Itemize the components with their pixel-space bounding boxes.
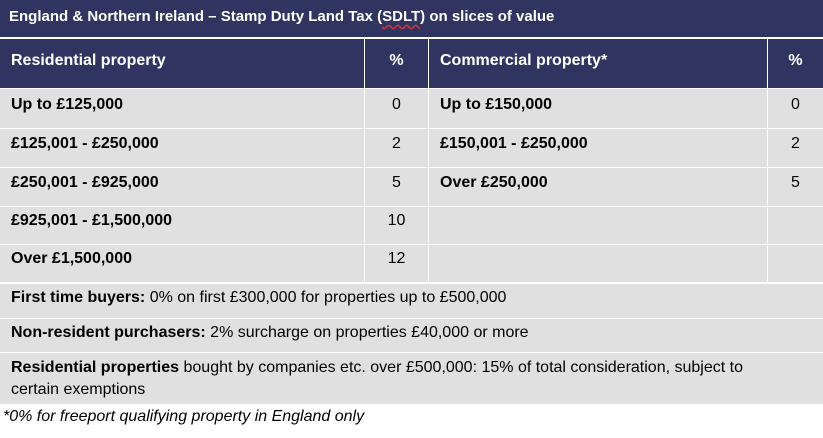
residential-band: £925,001 - £1,500,000 [0, 207, 364, 244]
note-label: Residential properties [11, 359, 180, 376]
title-suffix: ) on slices of value [420, 8, 555, 25]
residential-band: £250,001 - £925,000 [0, 168, 364, 206]
header-commercial: Commercial property* [429, 39, 767, 88]
header-residential: Residential property [0, 39, 364, 88]
empty-cell [429, 207, 767, 244]
table-title: England & Northern Ireland – Stamp Duty … [0, 0, 823, 38]
empty-cell [768, 245, 823, 282]
residential-rate: 2 [365, 129, 428, 167]
residential-rate: 5 [365, 168, 428, 206]
commercial-rate: 0 [768, 89, 823, 128]
note-text: bought by companies etc. over £500,000: … [11, 359, 743, 398]
header-residential-pct: % [365, 39, 428, 88]
title-abbrev: SDLT [382, 8, 421, 25]
residential-rate: 12 [365, 245, 428, 282]
commercial-band: Up to £150,000 [429, 89, 767, 128]
title-prefix: England & Northern Ireland – Stamp Duty … [9, 8, 383, 25]
commercial-rate: 5 [768, 168, 823, 206]
commercial-band: £150,001 - £250,000 [429, 129, 767, 167]
commercial-rate: 2 [768, 129, 823, 167]
note-label: Non-resident purchasers: [11, 324, 206, 341]
residential-band: Up to £125,000 [0, 89, 364, 128]
note-text: 0% on first £300,000 for properties up t… [145, 289, 507, 306]
first-time-buyers-note: First time buyers: 0% on first £300,000 … [0, 284, 823, 318]
empty-cell [768, 207, 823, 244]
residential-band: £125,001 - £250,000 [0, 129, 364, 167]
company-note: Residential properties bought by compani… [0, 353, 823, 404]
non-resident-note: Non-resident purchasers: 2% surcharge on… [0, 319, 823, 352]
empty-cell [429, 245, 767, 282]
note-label: First time buyers: [11, 289, 146, 306]
footnote: *0% for freeport qualifying property in … [3, 408, 365, 425]
header-commercial-pct: % [768, 39, 823, 88]
note-text: 2% surcharge on properties £40,000 or mo… [205, 324, 529, 341]
commercial-band: Over £250,000 [429, 168, 767, 206]
residential-rate: 10 [365, 207, 428, 244]
residential-band: Over £1,500,000 [0, 245, 364, 282]
residential-rate: 0 [365, 89, 428, 128]
